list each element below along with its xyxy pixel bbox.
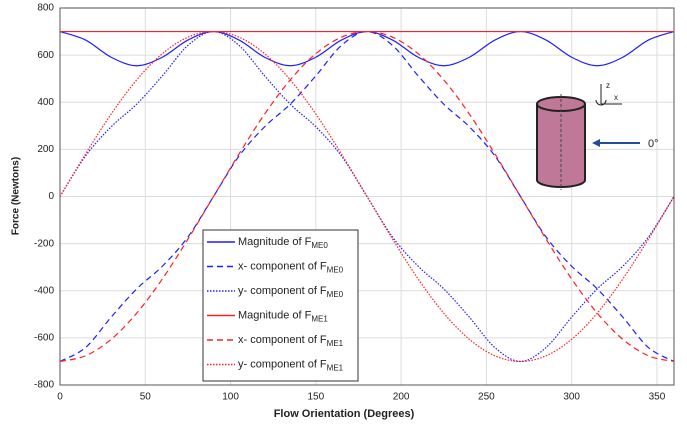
legend-subscript: ME0 [327,290,344,299]
x-tick-label: 300 [563,392,580,403]
legend-name: x- component of F [238,334,327,346]
legend-subscript: ME1 [311,315,328,324]
legend-label: x- component of FME0 [238,260,344,274]
y-tick-label: -400 [34,285,54,296]
y-tick-label: 800 [37,3,54,14]
series-line [59,30,675,362]
x-tick-label: 200 [393,392,410,403]
legend-label: x- component of FME1 [238,334,344,348]
y-tick-label: 0 [48,191,54,202]
legend-label: y- component of FME0 [238,285,344,299]
legend-name: y- component of F [238,358,327,370]
legend-label: Magnitude of FME0 [238,236,328,250]
legend-subscript: ME0 [311,241,328,250]
x-tick-label: 100 [222,392,239,403]
y-tick-label: -600 [34,333,54,344]
legend-subscript: ME1 [327,339,344,348]
y-axis-label: Force (Newtons) [11,157,22,235]
legend-label: Magnitude of FME1 [238,309,328,323]
legend-label: y- component of FME1 [238,358,344,372]
x-tick-label: 250 [478,392,495,403]
inset-diagram: zx 0° [536,81,659,190]
x-tick-label: 0 [57,392,63,403]
y-tick-label: -800 [34,380,54,391]
y-tick-label: -200 [34,238,54,249]
legend-name: x- component of F [238,260,327,272]
y-tick-label: 400 [37,97,54,108]
legend-box [202,229,359,382]
x-axis-label: Flow Orientation (Degrees) [274,408,415,420]
legend-subscript: ME0 [327,266,344,275]
x-tick-label: 350 [649,392,666,403]
inset-flow-label: 0° [648,138,659,150]
legend-name: y- component of F [238,285,327,297]
x-tick-label: 150 [307,392,324,403]
x-tick-label: 50 [140,392,152,403]
legend-name: Magnitude of F [238,309,312,321]
legend-name: Magnitude of F [238,236,312,248]
legend-subscript: ME1 [327,364,344,373]
series-line [59,30,675,363]
y-tick-label: 200 [37,144,54,155]
flow-arrowhead [592,139,600,147]
inset-axis-x: x [614,93,618,102]
y-tick-label: 600 [37,50,54,61]
rotation-icon [595,99,607,106]
inset-axis-z: z [606,81,610,90]
